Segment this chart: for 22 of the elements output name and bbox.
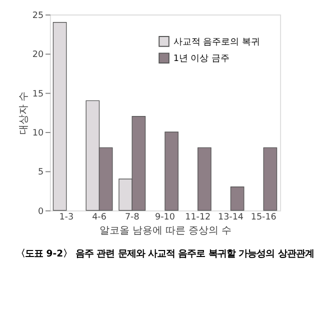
- y-axis-title: 대상자 수: [18, 91, 30, 134]
- x-tick-label: 15-16: [250, 212, 277, 223]
- y-tick-label: 5: [38, 168, 44, 178]
- x-tick-label: 13-14: [218, 212, 244, 223]
- x-tick-label: 1-3: [59, 212, 74, 223]
- x-tick-label: 7-8: [124, 212, 140, 223]
- bar: [263, 147, 278, 211]
- legend-label: 사교적 음주로의 복귀: [173, 37, 260, 48]
- y-tick-label: 15: [32, 89, 44, 100]
- y-tick-label: 10: [32, 128, 44, 138]
- y-tick-label: 25: [32, 10, 44, 21]
- y-tick-label: 0: [38, 206, 44, 217]
- x-tick-label: 11-12: [185, 212, 211, 223]
- x-axis-title: 알코올 남용에 따른 증상의 수: [99, 225, 232, 236]
- bar: [164, 132, 178, 211]
- x-tick-label: 9-10: [155, 212, 176, 223]
- bar: [230, 186, 244, 211]
- x-tick-label: 4-6: [92, 212, 107, 223]
- bar: [198, 147, 212, 211]
- y-tick-label: 20: [32, 50, 44, 60]
- text: 〈도표 9-2〉 음주 관련 문제와 사교적 음주로 복귀할 가능성의 상관관계: [16, 248, 314, 260]
- legend-label: 1년 이상 금주: [173, 54, 230, 64]
